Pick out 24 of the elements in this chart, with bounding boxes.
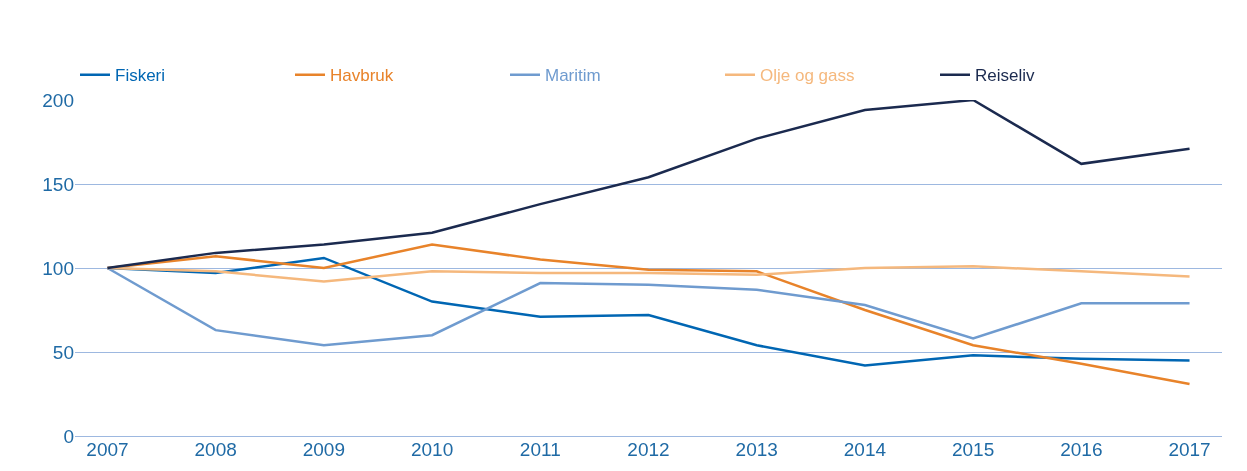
x-tick-label: 2017 [1168,439,1211,460]
line-series [106,266,1191,347]
y-tick-label: 200 [42,89,74,111]
legend-label: Olje og gass [760,66,855,86]
x-tick-label: 2012 [627,439,670,460]
x-tick-label: 2015 [951,439,995,460]
y-tick-label: 100 [42,257,74,279]
legend-label: Havbruk [330,66,394,86]
legend-label: Maritim [545,66,601,86]
legend-label: Fiskeri [115,66,166,86]
x-tick-label: 2011 [519,439,561,460]
y-tick-label: 150 [42,173,74,195]
x-tick-label: 2009 [302,439,346,460]
x-tick-label: 2007 [86,439,129,460]
legend-label: Reiseliv [975,66,1036,86]
x-tick-label: 2008 [194,439,237,460]
line-series [106,100,1191,270]
x-tick-label: 2010 [410,439,454,460]
x-tick-label: 2013 [735,439,778,460]
x-tick-label: 2016 [1060,439,1103,460]
x-tick-label: 2014 [843,439,887,460]
y-tick-label: 50 [52,341,74,363]
y-tick-label: 0 [63,425,74,447]
line-series [106,265,1191,283]
